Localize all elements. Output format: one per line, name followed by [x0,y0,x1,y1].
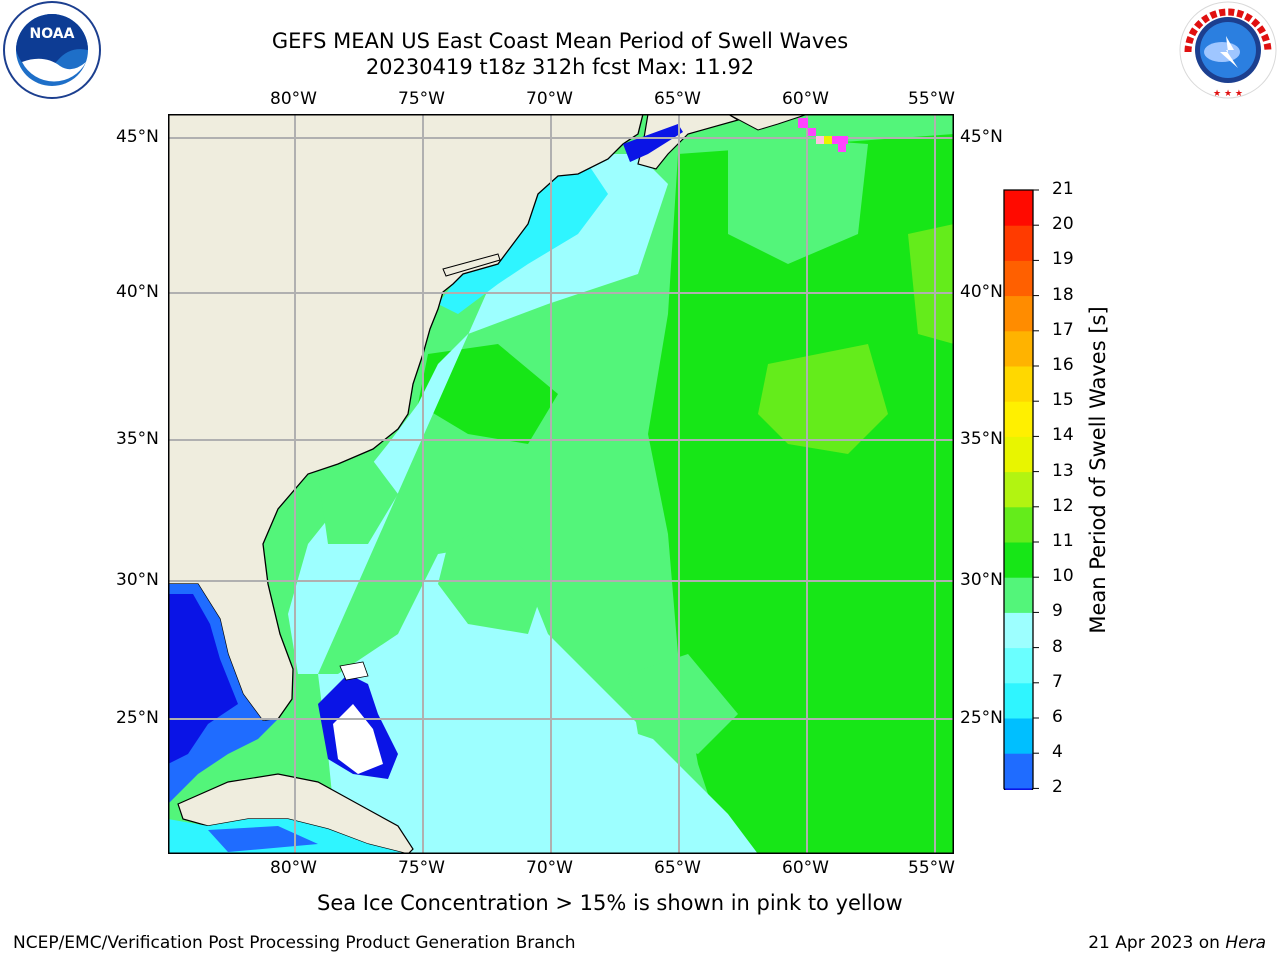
lon-label-top: 75°W [398,89,445,109]
colorbar-tick-label: 10 [1052,566,1074,587]
coastal-cyan [438,164,608,314]
colorbar-tick-label: 19 [1052,249,1074,270]
colorbar-swatch [1004,506,1033,543]
colorbar-tick-label: 9 [1052,601,1063,622]
colorbar-tick-label: 17 [1052,319,1074,340]
svg-text:★ ★ ★: ★ ★ ★ [1213,89,1243,99]
map-subtitle: 20230419 t18z 312h fcst Max: 11.92 [365,55,755,79]
colorbar-swatch [1004,577,1033,613]
lat-label-right: 30°N [960,570,1003,590]
colorbar-tick-label: 13 [1052,460,1074,481]
colorbar-tick-label: 15 [1052,390,1074,411]
colorbar-tick-label: 12 [1052,495,1074,516]
lon-label-bottom: 75°W [398,858,445,878]
noaa-logo-text: NOAA [30,26,75,42]
colorbar-swatch [1004,647,1033,684]
colorbar-swatch [1004,225,1033,261]
colorbar-swatch [1004,295,1033,332]
short-period-region [288,154,758,854]
lon-label-top: 65°W [654,89,701,109]
lon-label-top: 70°W [526,89,573,109]
colorbar [1003,189,1039,790]
footer-machine: Hera [1225,933,1266,953]
lon-label-bottom: 60°W [782,858,829,878]
colorbar-tick-label: 11 [1052,531,1074,551]
colorbar-swatch [1004,718,1033,754]
colorbar-tick-label: 21 [1052,179,1074,199]
lat-label-left: 30°N [116,570,159,590]
colorbar-tick-label: 14 [1052,425,1074,446]
lat-label-right: 35°N [960,429,1003,449]
colorbar-tick-label: 2 [1052,777,1063,798]
colorbar-swatch [1004,260,1033,297]
footer-date: 21 Apr 2023 on [1088,933,1226,953]
colorbar-frame [1003,189,1034,790]
lon-label-top: 80°W [270,89,317,109]
colorbar-swatch [1004,542,1033,578]
sea-ice-caption: Sea Ice Concentration > 15% is shown in … [317,891,903,915]
lat-label-right: 40°N [960,282,1003,302]
colorbar-tick-label: 20 [1052,214,1074,235]
nws-logo: ★ ★ ★ [1176,0,1280,100]
lat-label-left: 25°N [116,708,159,728]
sea-ice-marker [798,118,808,128]
colorbar-swatch [1004,366,1033,402]
noaa-logo: NOAA [0,0,104,100]
colorbar-swatch [1004,471,1033,508]
lat-label-left: 45°N [116,127,159,147]
colorbar-tick-label: 4 [1052,742,1063,763]
colorbar-swatch [1004,330,1033,367]
colorbar-tick-label: 8 [1052,636,1063,657]
colorbar-swatch [1004,436,1033,473]
long-period-region [648,134,954,854]
map-frame [168,114,954,854]
footer-left: NCEP/EMC/Verification Post Processing Pr… [13,933,576,953]
colorbar-tick-label: 18 [1052,284,1074,305]
lon-label-bottom: 80°W [270,858,317,878]
lat-label-left: 35°N [116,429,159,449]
lat-label-right: 45°N [960,127,1003,147]
colorbar-label-wrap: Mean Period of Swell Waves [s] [1084,190,1112,750]
map-title: GEFS MEAN US East Coast Mean Period of S… [271,29,849,53]
footer-right: 21 Apr 2023 on Hera [1088,933,1266,953]
lat-label-left: 40°N [116,282,159,302]
yellow-green-patch [758,344,888,454]
lon-label-bottom: 70°W [526,858,573,878]
colorbar-swatch [1004,612,1033,649]
colorbar-swatch [1004,682,1033,719]
colorbar-tick-label: 6 [1052,707,1063,727]
colorbar-tick-label: 16 [1052,355,1074,375]
lat-label-right: 25°N [960,708,1003,728]
graticule [168,114,954,854]
lon-label-bottom: 55°W [908,858,955,878]
swell-period-map [168,114,954,854]
colorbar-tick-label: 7 [1052,671,1063,692]
colorbar-swatch [1004,753,1033,789]
lon-label-bottom: 65°W [654,858,701,878]
colorbar-swatch [1004,190,1033,226]
colorbar-label: Mean Period of Swell Waves [s] [1086,306,1110,634]
lon-label-top: 55°W [908,89,955,109]
lon-label-top: 60°W [782,89,829,109]
colorbar-extend-triangle [1004,788,1033,790]
colorbar-swatch [1004,401,1033,437]
